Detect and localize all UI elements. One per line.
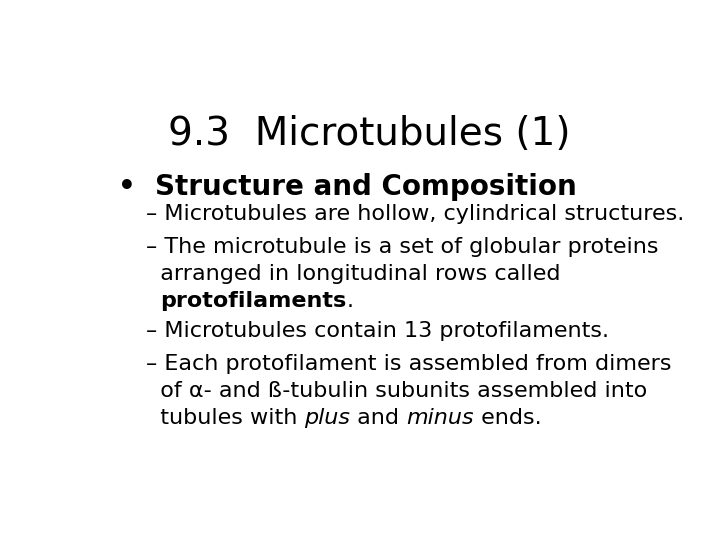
- Text: 9.3  Microtubules (1): 9.3 Microtubules (1): [168, 114, 570, 153]
- Text: – Microtubules contain 13 protofilaments.: – Microtubules contain 13 protofilaments…: [145, 321, 609, 341]
- Text: minus: minus: [406, 408, 474, 428]
- Text: and: and: [351, 408, 406, 428]
- Text: of α- and ß-tubulin subunits assembled into: of α- and ß-tubulin subunits assembled i…: [145, 381, 647, 401]
- Text: – Each protofilament is assembled from dimers: – Each protofilament is assembled from d…: [145, 354, 671, 374]
- Text: plus: plus: [305, 408, 351, 428]
- Text: ends.: ends.: [474, 408, 541, 428]
- Text: – The microtubule is a set of globular proteins: – The microtubule is a set of globular p…: [145, 238, 658, 258]
- Text: arranged in longitudinal rows called: arranged in longitudinal rows called: [145, 265, 560, 285]
- Text: tubules with: tubules with: [145, 408, 305, 428]
- Text: – Microtubules are hollow, cylindrical structures.: – Microtubules are hollow, cylindrical s…: [145, 204, 684, 224]
- Text: •  Structure and Composition: • Structure and Composition: [118, 173, 577, 201]
- Text: protofilaments: protofilaments: [160, 292, 346, 312]
- Text: .: .: [346, 292, 354, 312]
